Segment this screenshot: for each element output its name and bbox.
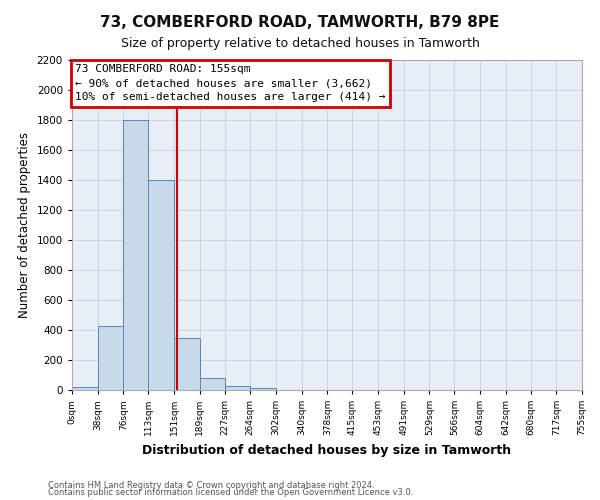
- Text: 73, COMBERFORD ROAD, TAMWORTH, B79 8PE: 73, COMBERFORD ROAD, TAMWORTH, B79 8PE: [100, 15, 500, 30]
- Bar: [174, 338, 200, 390]
- Text: Contains HM Land Registry data © Crown copyright and database right 2024.: Contains HM Land Registry data © Crown c…: [48, 480, 374, 490]
- Text: Contains public sector information licensed under the Open Government Licence v3: Contains public sector information licen…: [48, 488, 413, 497]
- Bar: [200, 378, 226, 390]
- Bar: [250, 388, 276, 390]
- X-axis label: Distribution of detached houses by size in Tamworth: Distribution of detached houses by size …: [142, 444, 512, 456]
- Bar: [226, 386, 250, 390]
- Bar: [148, 180, 174, 390]
- Text: 73 COMBERFORD ROAD: 155sqm
← 90% of detached houses are smaller (3,662)
10% of s: 73 COMBERFORD ROAD: 155sqm ← 90% of deta…: [76, 64, 386, 102]
- Y-axis label: Number of detached properties: Number of detached properties: [18, 132, 31, 318]
- Bar: [72, 387, 98, 390]
- Text: Size of property relative to detached houses in Tamworth: Size of property relative to detached ho…: [121, 38, 479, 51]
- Bar: [98, 326, 124, 390]
- Bar: [124, 120, 148, 390]
